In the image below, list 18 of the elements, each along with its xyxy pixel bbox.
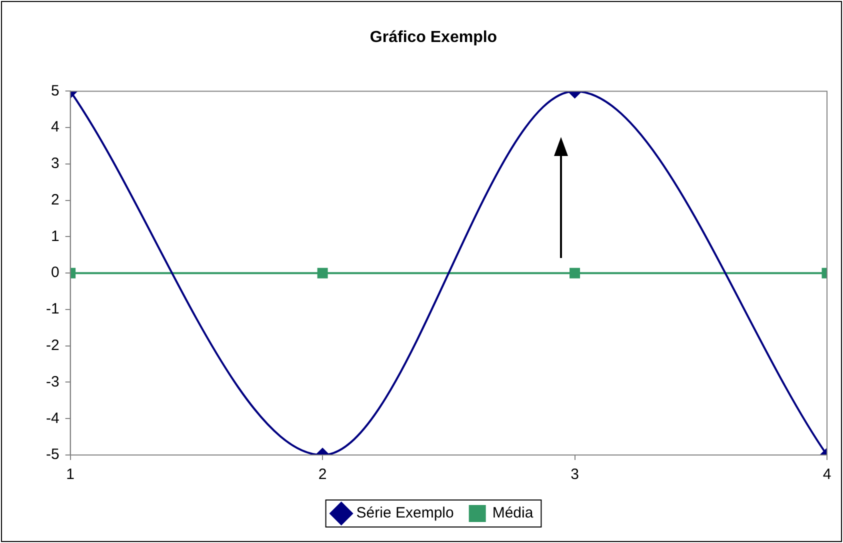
x-tick-label: 2 [318, 466, 327, 484]
y-tick-label: -5 [46, 446, 60, 464]
x-tick-label: 1 [66, 466, 75, 484]
legend-label: Série Exemplo [356, 504, 454, 522]
chart-title: Gráfico Exemplo [370, 29, 498, 46]
legend-label: Média [492, 504, 534, 522]
x-tick-label: 3 [570, 466, 579, 484]
y-tick-label: 2 [50, 191, 60, 208]
y-tick-label: -1 [46, 300, 60, 318]
y-tick-label: 4 [50, 118, 60, 136]
x-tick-label: 4 [822, 466, 832, 484]
y-tick-label: 1 [50, 228, 60, 245]
y-tick-label: 5 [50, 82, 60, 100]
y-tick-label: -2 [46, 337, 60, 354]
y-tick-label: 0 [50, 264, 60, 282]
y-tick-label: -3 [46, 373, 60, 390]
y-tick-label: -4 [46, 410, 60, 427]
y-tick-label: 3 [50, 155, 60, 172]
